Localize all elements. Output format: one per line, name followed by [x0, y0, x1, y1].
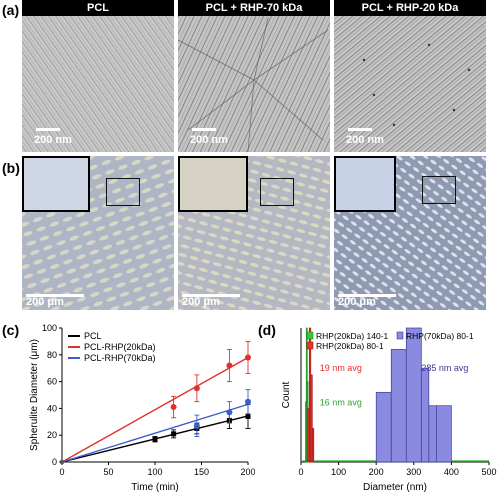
fit-line	[61, 403, 249, 463]
zoom-region-box	[260, 178, 294, 206]
x-tick-label: 100	[331, 467, 346, 477]
histogram-bar	[310, 374, 313, 463]
y-tick-label: 60	[47, 377, 57, 387]
data-point	[226, 362, 233, 369]
zoom-region-box	[422, 176, 456, 204]
legend-swatch	[306, 331, 314, 340]
y-axis-label: Count	[281, 381, 292, 408]
annotation-text: 16 nm avg	[320, 398, 362, 408]
zoom-inset	[334, 156, 396, 212]
fit-line	[61, 356, 249, 463]
tem-image-pcl-rhp20: PCL + RHP-20 kDa 200 nm	[334, 0, 486, 152]
y-tick-label: 40	[47, 403, 57, 413]
legend-swatch	[396, 331, 404, 340]
y-tick-label: 80	[47, 350, 57, 360]
y-tick-label: 20	[47, 430, 57, 440]
data-point	[245, 398, 251, 405]
panel-label-b: (b)	[2, 160, 20, 176]
scale-bar	[192, 128, 216, 131]
tem-image-pcl: PCL 200 nm	[22, 0, 174, 152]
zoom-inset	[22, 156, 90, 212]
histogram-bar	[420, 367, 430, 463]
histogram-bar	[311, 428, 315, 463]
data-point	[193, 422, 200, 429]
data-point	[245, 354, 251, 361]
legend-swatch	[306, 341, 314, 350]
x-tick-label: 50	[103, 467, 113, 477]
optical-image-pcl-rhp20: 200 μm	[334, 156, 486, 310]
scale-label: 200 nm	[34, 134, 72, 146]
histogram-bar	[375, 391, 392, 463]
x-tick-label: 100	[147, 467, 162, 477]
annotation-text: 285 nm avg	[421, 363, 468, 373]
histogram-bar	[405, 327, 422, 463]
scale-bar	[26, 294, 84, 297]
annotation-text: 19 nm avg	[320, 363, 362, 373]
legend-label: PCL	[84, 331, 102, 341]
y-tick-label: 0	[52, 457, 57, 467]
size-histogram: 0 100 200 300 400 500 Diameter (nm) Count RHP(2…	[281, 327, 497, 493]
scale-label: 200 μm	[26, 296, 64, 308]
x-tick-label: 0	[298, 467, 303, 477]
scale-label: 200 nm	[190, 134, 228, 146]
y-axis-label: Spherulite Diameter (μm)	[29, 339, 40, 451]
tem-image-pcl-rhp70: PCL + RHP-70 kDa 200 nm	[178, 0, 330, 152]
data-point	[152, 436, 158, 442]
legend-label: PCL-RHP(70kDa)	[84, 353, 156, 363]
x-tick-label: 300	[406, 467, 421, 477]
data-point	[245, 413, 251, 419]
tem-title: PCL	[22, 0, 174, 16]
histogram-bar	[390, 349, 407, 463]
optical-image-pcl-rhp70: 200 μm	[178, 156, 330, 310]
data-point	[226, 409, 233, 416]
tem-texture	[334, 0, 486, 152]
panel-label-c: (c)	[2, 322, 20, 338]
panel-label-a: (a)	[2, 2, 20, 18]
x-tick-label: 200	[240, 467, 255, 477]
x-axis-label: Time (min)	[131, 482, 178, 493]
y-tick-label: 100	[42, 323, 57, 333]
scale-label: 200 μm	[182, 296, 220, 308]
tem-texture	[22, 0, 174, 152]
data-point	[59, 459, 65, 465]
scale-bar	[36, 128, 60, 131]
optical-image-pcl: 200 μm	[22, 156, 174, 310]
tem-title: PCL + RHP-70 kDa	[178, 0, 330, 16]
scale-bar	[348, 128, 372, 131]
histogram-bar	[428, 405, 437, 463]
histogram-bar	[436, 405, 452, 463]
x-tick-label: 400	[444, 467, 459, 477]
legend-label: RHP(70kDa) 80-1	[406, 331, 474, 341]
x-tick-label: 200	[369, 467, 384, 477]
data-point	[193, 385, 200, 392]
x-axis-label: Diameter (nm)	[363, 482, 427, 493]
tem-texture	[178, 0, 330, 152]
scale-bar	[338, 294, 396, 297]
scale-bar	[182, 294, 240, 297]
scale-label: 200 nm	[346, 134, 384, 146]
legend-label: PCL-RHP(20kDa)	[84, 342, 156, 352]
x-tick-label: 150	[194, 467, 209, 477]
growth-chart: 0 50 100 150 200 0 20 40 60 80 100 Time (min) Spheru…	[29, 323, 255, 493]
data-point	[171, 431, 177, 437]
x-tick-label: 500	[481, 467, 496, 477]
tem-title: PCL + RHP-20 kDa	[334, 0, 486, 16]
x-tick-label: 0	[59, 467, 64, 477]
zoom-inset	[178, 156, 248, 212]
data-point	[170, 404, 177, 411]
scale-label: 200 μm	[338, 296, 376, 308]
legend-label: RHP(20kDa) 140-1	[316, 331, 389, 341]
zoom-region-box	[106, 178, 140, 206]
legend-label: RHP(20kDa) 80-1	[316, 341, 384, 351]
panel-label-d: (d)	[258, 322, 276, 338]
